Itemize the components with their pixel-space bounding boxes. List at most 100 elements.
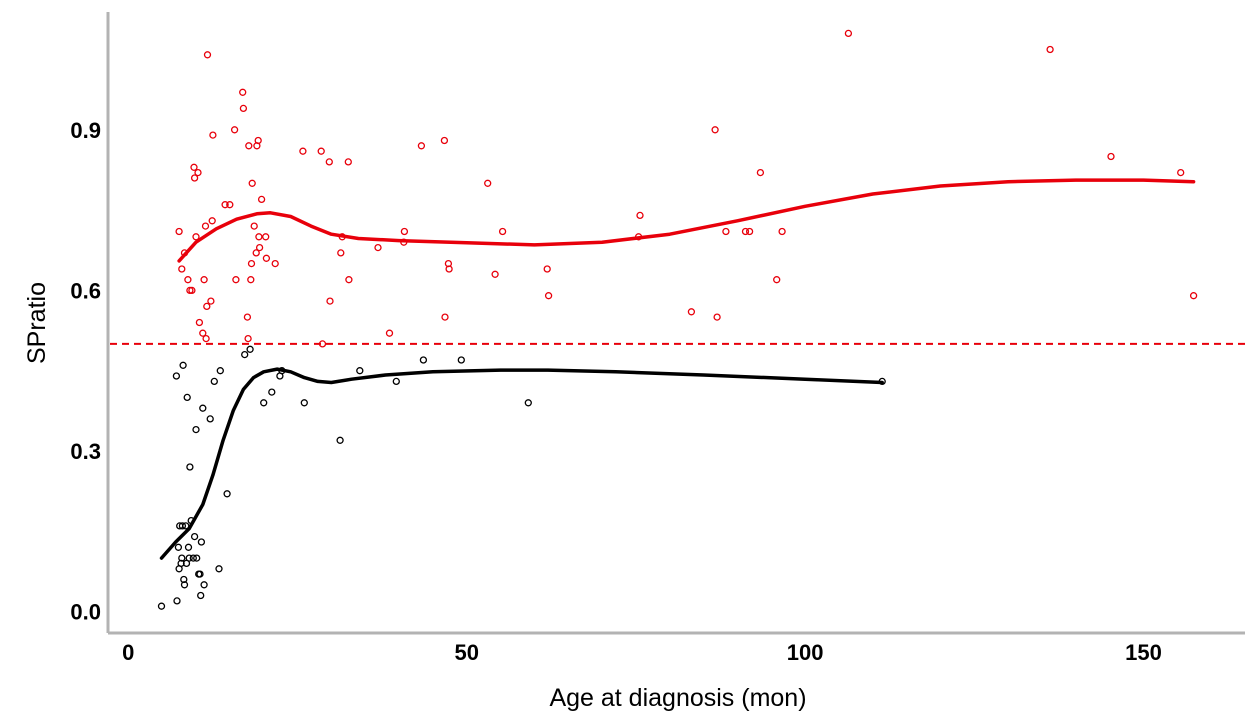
smooth-line-2 xyxy=(159,367,884,560)
data-point-1 xyxy=(255,243,264,252)
smooth-line-1 xyxy=(177,178,1196,263)
data-point-2 xyxy=(172,372,181,380)
data-point-1 xyxy=(741,227,750,236)
data-point-1 xyxy=(178,265,186,273)
data-point-2 xyxy=(457,356,465,364)
data-point-1 xyxy=(257,195,266,204)
x-tick-label: 50 xyxy=(454,640,478,665)
x-tick-label: 150 xyxy=(1125,640,1162,665)
data-point-1 xyxy=(317,147,325,155)
data-point-2 xyxy=(215,565,223,573)
data-point-1 xyxy=(200,276,208,284)
data-point-2 xyxy=(200,581,208,589)
data-point-1 xyxy=(417,142,426,150)
data-point-2 xyxy=(190,532,199,541)
data-point-2 xyxy=(184,543,193,551)
data-point-1 xyxy=(445,265,453,273)
data-point-1 xyxy=(440,136,449,145)
data-point-1 xyxy=(199,329,207,337)
data-point-1 xyxy=(192,233,200,241)
data-point-2 xyxy=(178,522,187,530)
data-point-1 xyxy=(254,136,262,145)
data-point-1 xyxy=(337,249,345,257)
data-point-1 xyxy=(232,276,240,284)
data-point-1 xyxy=(239,88,247,96)
data-point-1 xyxy=(711,126,719,134)
data-point-1 xyxy=(243,313,252,321)
data-point-1 xyxy=(203,302,211,311)
data-point-1 xyxy=(271,259,279,268)
data-point-1 xyxy=(543,265,551,273)
data-point-2 xyxy=(157,602,166,610)
data-point-1 xyxy=(195,318,204,327)
data-point-1 xyxy=(226,201,234,209)
data-point-2 xyxy=(260,399,268,407)
data-point-1 xyxy=(1189,292,1198,300)
data-point-1 xyxy=(262,233,270,241)
data-point-2 xyxy=(419,356,428,364)
data-point-1 xyxy=(326,297,334,305)
data-point-2 xyxy=(173,597,181,605)
data-point-2 xyxy=(192,425,200,434)
data-point-1 xyxy=(248,179,256,187)
data-point-1 xyxy=(184,276,192,284)
data-point-1 xyxy=(209,131,217,139)
data-point-1 xyxy=(221,201,229,209)
data-point-1 xyxy=(400,227,409,236)
x-axis-title: Age at diagnosis (mon) xyxy=(549,684,806,712)
data-point-2 xyxy=(336,436,344,444)
data-points xyxy=(157,29,1198,610)
x-tick-label: 100 xyxy=(787,640,824,665)
data-point-1 xyxy=(190,174,199,182)
data-point-1 xyxy=(773,276,781,284)
data-point-1 xyxy=(252,249,260,257)
data-point-2 xyxy=(356,367,364,375)
data-point-2 xyxy=(183,393,191,402)
data-point-2 xyxy=(300,399,308,407)
data-point-1 xyxy=(255,233,263,241)
data-point-1 xyxy=(722,227,730,236)
smooth-curves xyxy=(159,178,1196,560)
data-point-2 xyxy=(197,591,205,600)
data-point-1 xyxy=(188,286,196,295)
data-point-2 xyxy=(246,345,254,353)
y-tick-labels: 0.0 0.3 0.6 0.9 xyxy=(70,118,101,625)
data-point-1 xyxy=(441,313,449,321)
data-point-1 xyxy=(194,168,202,177)
data-point-1 xyxy=(400,238,408,246)
y-tick-label: 0.3 xyxy=(70,439,101,464)
data-point-1 xyxy=(713,313,721,321)
data-point-1 xyxy=(544,292,553,300)
data-point-2 xyxy=(278,367,286,375)
data-point-1 xyxy=(203,51,212,59)
data-point-2 xyxy=(189,554,197,562)
data-point-1 xyxy=(250,222,258,230)
data-point-1 xyxy=(230,126,239,134)
data-point-2 xyxy=(199,404,207,412)
data-point-1 xyxy=(1107,152,1115,161)
data-point-1 xyxy=(201,222,210,230)
data-point-1 xyxy=(190,163,198,171)
data-point-2 xyxy=(223,490,231,498)
data-point-1 xyxy=(636,211,644,220)
data-point-1 xyxy=(202,334,210,343)
data-point-2 xyxy=(182,522,190,530)
data-point-2 xyxy=(216,367,224,375)
data-point-1 xyxy=(299,147,307,155)
data-point-2 xyxy=(193,554,201,562)
data-point-1 xyxy=(239,104,248,113)
data-point-2 xyxy=(392,377,400,386)
data-point-1 xyxy=(1177,168,1185,177)
y-tick-label: 0.6 xyxy=(70,278,101,303)
data-point-1 xyxy=(208,217,216,225)
data-point-1 xyxy=(175,227,183,236)
data-point-1 xyxy=(1046,45,1054,54)
data-point-1 xyxy=(844,29,853,38)
data-point-1 xyxy=(247,276,255,284)
data-point-2 xyxy=(185,554,193,562)
data-point-1 xyxy=(484,179,492,187)
data-point-1 xyxy=(498,227,507,236)
data-point-2 xyxy=(206,415,214,423)
data-point-2 xyxy=(878,377,886,386)
data-point-1 xyxy=(491,270,499,278)
